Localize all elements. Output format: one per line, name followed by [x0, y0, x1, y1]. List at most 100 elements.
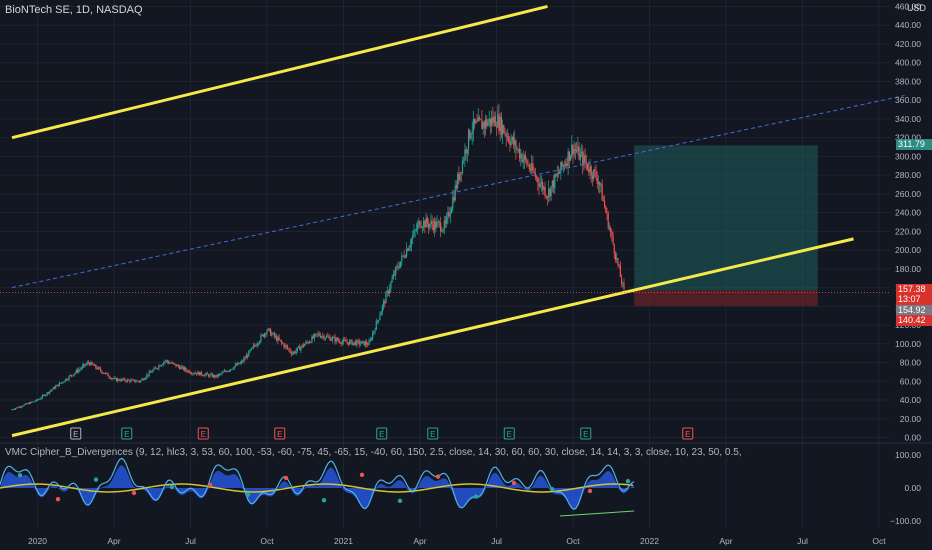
candle-body — [623, 283, 625, 290]
candle-body — [22, 405, 24, 407]
candle-body — [132, 379, 135, 381]
candle-body — [423, 220, 425, 228]
entry-price-tag: 157.38 — [896, 284, 932, 295]
candle-body — [146, 374, 148, 378]
candle-body — [189, 372, 192, 374]
candle-body — [336, 338, 339, 341]
candle-body — [603, 200, 606, 207]
candle-body — [79, 368, 81, 370]
candle-body — [100, 368, 102, 371]
candle-body — [74, 372, 76, 374]
candle-body — [191, 373, 193, 375]
candle-body — [206, 373, 209, 375]
candle-body — [538, 182, 540, 187]
candle-body — [288, 348, 290, 350]
candle-body — [355, 341, 357, 346]
candle-body — [321, 336, 323, 338]
candle-body — [231, 369, 233, 370]
price-tick-label: 0.00 — [904, 433, 921, 443]
lower-channel-line — [11, 237, 854, 438]
candle-body — [229, 369, 232, 371]
candle-body — [40, 397, 42, 399]
candle-body — [15, 408, 17, 410]
candle-body — [169, 362, 171, 364]
candle-body — [526, 159, 528, 165]
candle-body — [36, 399, 39, 401]
candle-body — [95, 364, 97, 368]
time-tick-label: Jul — [185, 536, 196, 546]
wave-line — [0, 457, 635, 510]
long-position-box[interactable] — [634, 145, 818, 306]
candle-body — [518, 149, 521, 159]
candle-body — [386, 290, 388, 294]
candle-body — [304, 344, 306, 347]
candle-body — [463, 160, 465, 162]
candle-body — [471, 131, 473, 135]
candle-body — [533, 171, 535, 173]
candle-body — [357, 340, 359, 342]
candle-body — [484, 119, 487, 128]
candle-body — [556, 173, 558, 177]
candle-body — [586, 163, 589, 170]
candle-body — [413, 230, 415, 236]
candle-body — [81, 365, 84, 369]
candle-body — [140, 380, 142, 382]
earnings-badge-label: E — [379, 430, 384, 439]
trendlines[interactable] — [0, 5, 905, 438]
candle-body — [481, 119, 483, 130]
candle-body — [62, 382, 64, 383]
candle-body — [605, 206, 607, 213]
candle-body — [68, 376, 70, 380]
candle-body — [306, 341, 308, 343]
candle-body — [576, 150, 578, 152]
candle-body — [246, 355, 249, 357]
candle-body — [593, 169, 595, 179]
price-tick-label: 260.00 — [895, 189, 921, 199]
candle-body — [157, 368, 159, 370]
candle-body — [560, 161, 562, 173]
candle-body — [381, 305, 383, 312]
candle-body — [127, 379, 130, 381]
candle-body — [552, 180, 555, 189]
candle-body — [251, 346, 254, 348]
symbol-title[interactable]: BioNTech SE, 1D, NASDAQ — [5, 4, 143, 16]
candle-body — [187, 370, 189, 372]
candle-body — [372, 333, 374, 340]
candle-body — [52, 387, 54, 390]
candle-body — [559, 172, 561, 174]
candle-body — [30, 401, 33, 403]
candle-body — [369, 339, 371, 342]
candle-body — [96, 367, 98, 370]
candle-body — [256, 344, 258, 346]
candle-body — [492, 117, 494, 123]
candle-body — [296, 347, 298, 351]
candle-body — [515, 140, 517, 150]
candle-body — [440, 222, 442, 232]
candle-body — [340, 342, 342, 344]
candle-body — [151, 372, 153, 373]
time-tick-label: Jul — [797, 536, 808, 546]
candle-body — [185, 367, 187, 371]
cipher-b-oscillator — [0, 457, 635, 517]
candle-body — [41, 395, 43, 398]
indicator-label[interactable]: VMC Cipher_B_Divergences (9, 12, hlc3, 3… — [5, 447, 745, 458]
candle-body — [500, 116, 502, 135]
candle-body — [47, 392, 50, 394]
candle-body — [270, 329, 272, 336]
candle-body — [579, 153, 581, 160]
candle-body — [503, 125, 505, 133]
candle-body — [447, 211, 449, 217]
candle-body — [622, 283, 624, 284]
candle-body — [431, 220, 433, 225]
candle-body — [80, 368, 82, 370]
signal-dot — [321, 498, 327, 503]
candle-body — [443, 220, 445, 230]
candle-body — [520, 154, 522, 159]
time-tick-label: Apr — [719, 536, 732, 546]
candle-body — [126, 379, 128, 382]
candle-body — [404, 256, 407, 258]
candle-body — [216, 375, 218, 377]
candle-body — [346, 342, 348, 343]
